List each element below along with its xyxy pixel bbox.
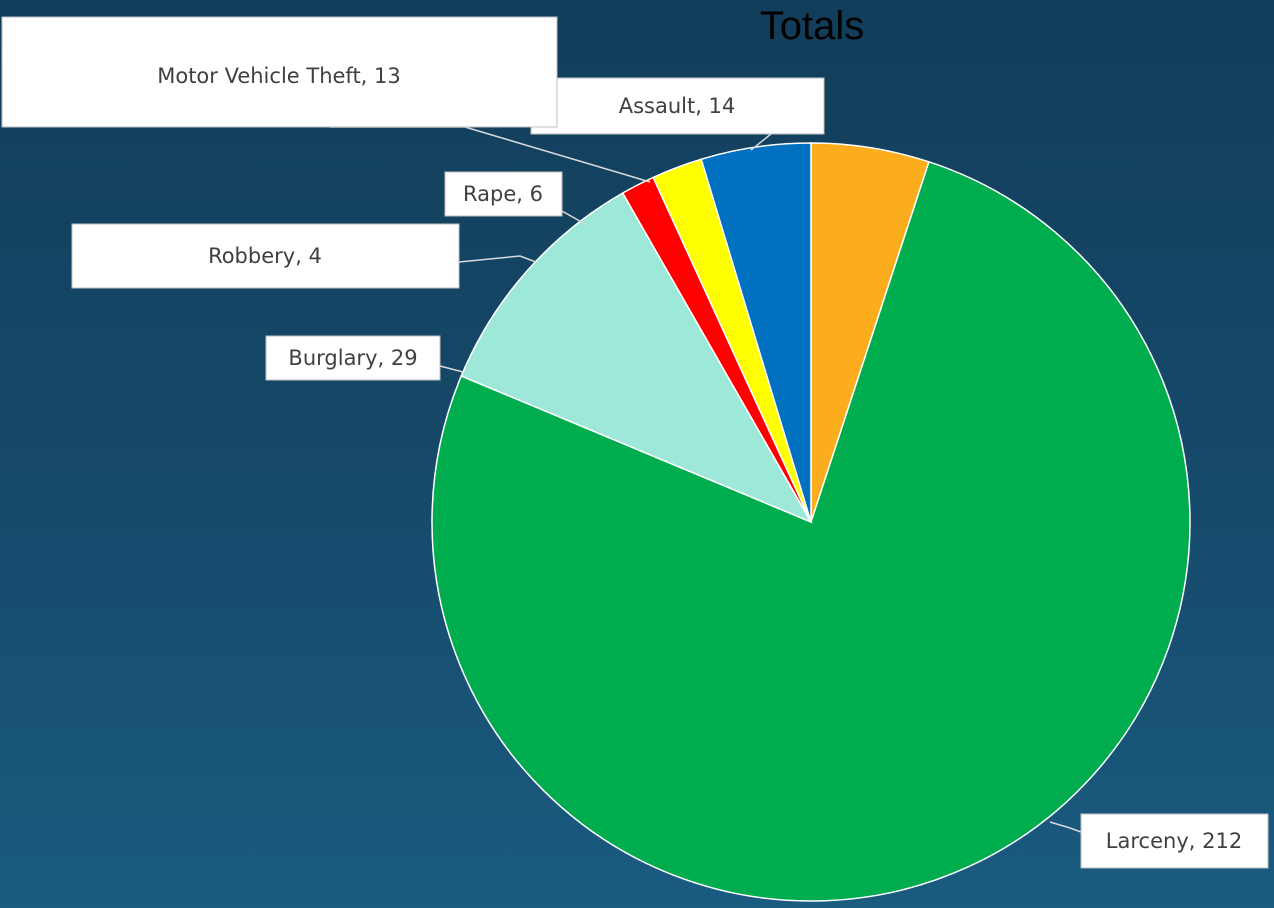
data-label-rape: Rape, 6 xyxy=(444,171,563,217)
leader-line-robbery xyxy=(458,255,537,263)
slice-larceny xyxy=(431,160,1191,902)
data-labels: Assault, 14 Larceny, 212 Burglary, 29 Robbe… xyxy=(1,16,1269,869)
data-label-text: Robbery, 4 xyxy=(208,244,322,268)
data-label-burglary: Burglary, 29 xyxy=(265,335,441,381)
data-label-box xyxy=(530,77,825,135)
data-label-text: Larceny, 212 xyxy=(1106,829,1242,853)
data-label-box xyxy=(1,16,558,128)
slice-burglary xyxy=(460,192,813,524)
data-label-robbery: Robbery, 4 xyxy=(71,223,460,289)
data-label-box xyxy=(1080,813,1269,869)
data-label-box xyxy=(71,223,460,289)
leader-line-larceny xyxy=(1049,821,1082,833)
leader-line-rape xyxy=(561,210,586,225)
chart-title: Totals xyxy=(760,4,865,48)
data-label-larceny: Larceny, 212 xyxy=(1080,813,1269,869)
data-label-text: Burglary, 29 xyxy=(288,346,417,370)
data-label-text: Motor Vehicle Theft, 13 xyxy=(157,64,401,88)
leader-line-burglary xyxy=(439,365,464,373)
data-label-assault: Assault, 14 xyxy=(530,77,825,135)
pie-slices xyxy=(431,142,1191,902)
data-label-box xyxy=(444,171,563,217)
data-label-text: Rape, 6 xyxy=(463,182,543,206)
data-label-box xyxy=(265,335,441,381)
leader-line-assault xyxy=(750,133,772,151)
data-label-motor-vehicle-theft: Motor Vehicle Theft, 13 xyxy=(1,16,558,128)
data-label-text: Assault, 14 xyxy=(619,94,736,118)
